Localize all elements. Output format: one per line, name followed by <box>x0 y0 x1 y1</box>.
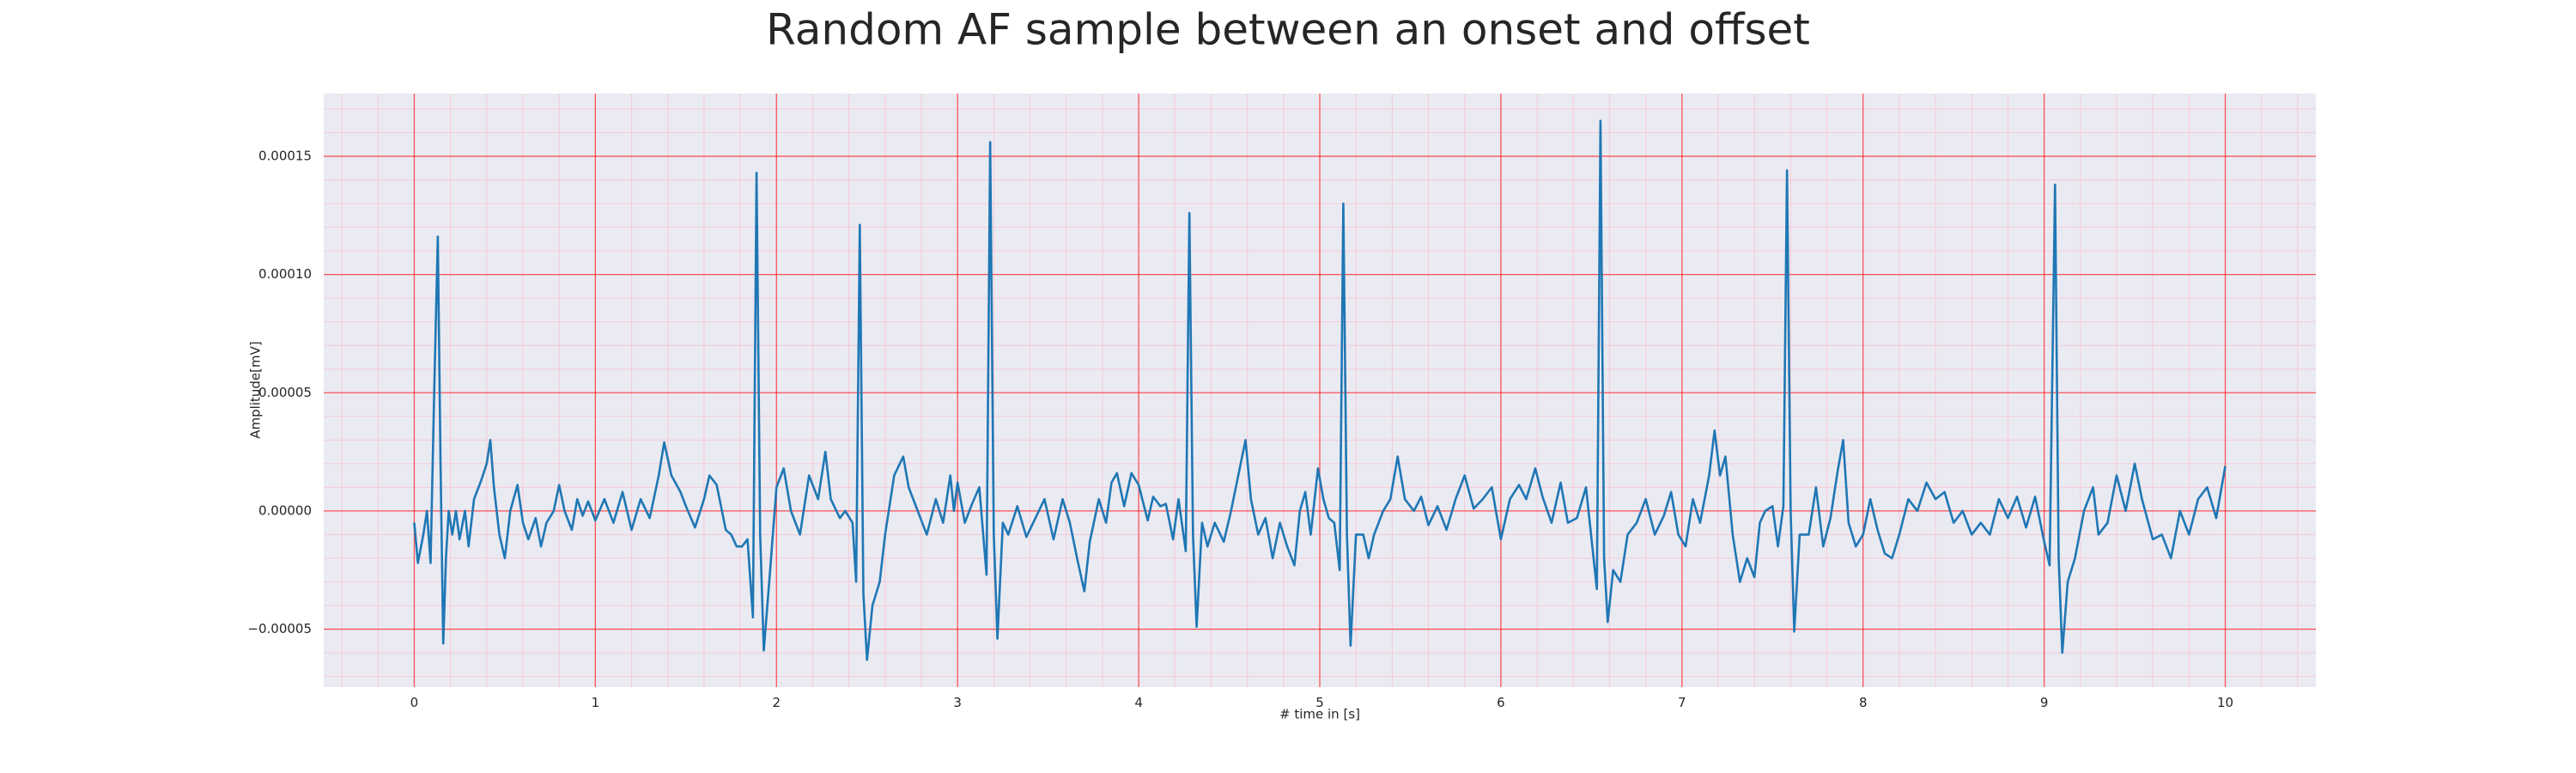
x-tick-label: 6 <box>1497 695 1505 710</box>
x-tick-label: 9 <box>2040 695 2049 710</box>
x-tick-label: 7 <box>1678 695 1686 710</box>
grid <box>324 94 2316 687</box>
x-tick-label: 10 <box>2217 695 2233 710</box>
chart-title: Random AF sample between an onset and of… <box>766 5 1810 55</box>
plot <box>413 119 2227 661</box>
y-axis-label: Amplitude[mV] <box>248 341 264 438</box>
y-tick-label: 0.00015 <box>258 148 312 163</box>
x-tick-label: 1 <box>592 695 600 710</box>
y-tick-label: 0.00010 <box>258 266 312 282</box>
y-tick-label: 0.00005 <box>258 385 312 400</box>
x-tick-label: 2 <box>772 695 781 710</box>
x-tick-label: 4 <box>1134 695 1143 710</box>
y-tick-label: −0.00005 <box>247 621 312 636</box>
x-tick-label: 0 <box>410 695 419 710</box>
x-tick-label: 5 <box>1315 695 1324 710</box>
ticks: 0 1 2 3 4 5 6 7 8 9 10 −0.00005 0.00000 0.00005 0.0001… <box>247 148 2233 710</box>
signal-line <box>413 119 2227 661</box>
x-tick-label: 8 <box>1859 695 1868 710</box>
y-tick-label: 0.00000 <box>258 502 312 518</box>
x-tick-label: 3 <box>953 695 962 710</box>
x-axis-label: # time in [s] <box>1279 707 1360 722</box>
